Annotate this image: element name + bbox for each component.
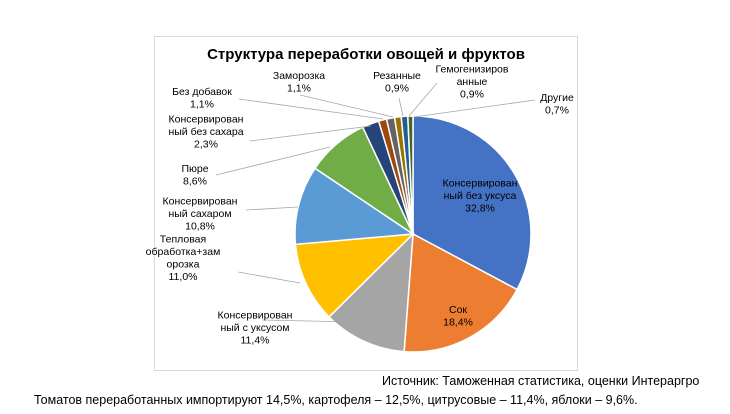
slice-value-label: 18,4% [443,316,473,328]
leader-line [299,94,394,118]
leader-line [237,271,301,284]
slice-label: Без добавок 1,1% [172,86,232,111]
slice-value-label: 0,7% [545,104,569,116]
leader-line [249,125,372,142]
slice-name-label: анные [457,76,488,88]
slice-value-label: 32,8% [465,203,495,215]
leader-lines [215,82,536,323]
slice-name-label: обработка+зам [146,246,221,258]
slice-name-label: Пюре [181,163,208,175]
slice-name-label: Без добавок [172,86,232,98]
slice-label: Резанные 0,9% [373,70,421,95]
slice-value-label: 11,4% [241,335,270,347]
slice-name-label: ный сахаром [168,208,231,220]
pie-slice [412,115,532,291]
leader-line [413,99,536,118]
slice-label: Другие 0,7% [540,92,574,117]
slice-label: Консервирован ный сахаром 10,8% [163,196,238,233]
slice-name-label: ный без сахара [168,126,243,138]
leader-line [408,82,438,117]
slice-name-label: Консервирован [218,310,293,322]
slice-label: Гемогенизиров анные 0,9% [436,64,509,101]
slice-value-label: 1,1% [190,98,214,110]
slice-label: Сок 18,4% [443,304,473,329]
slice-name-label: Заморозка [273,70,325,82]
chart-title: Структура переработки овощей и фруктов [207,46,525,63]
slice-label: Тепловая обработка+зам орозка 11,0% [146,233,221,282]
leader-line [261,319,358,323]
slice-name-label: Консервирован [443,178,518,190]
slice-value-label: 1,1% [287,82,311,94]
slice-name-label: орозка [167,258,200,270]
pie-slice [294,233,416,318]
slice-name-label: Консервирован [169,114,244,126]
slice-value-label: 10,8% [185,221,215,233]
slice-value-label: 8,6% [183,175,207,187]
slice-name-label: Консервирован [163,196,238,208]
slice-value-label: 0,9% [385,82,409,94]
slice-name-label: ный без уксуса [444,190,517,202]
slice-name-label: Другие [540,92,574,104]
slice-value-label: 0,9% [460,89,484,101]
slice-labels: Консервирован ный без уксуса 32,8%Сок 18,4%… [146,64,574,347]
pie-slices [294,115,532,353]
leader-line [215,146,331,176]
slice-label: Заморозка 1,1% [273,70,325,95]
slice-label: Консервирован ный без уксуса 32,8% [443,178,518,215]
slice-name-label: Резанные [373,70,421,82]
leader-line [245,206,299,211]
slice-label: Консервирован ный без сахара 2,3% [168,114,243,151]
slice-name-label: Тепловая [160,233,206,245]
pie-slice [407,115,414,235]
slice-name-label: ный с уксусом [220,322,289,334]
slice-name-label: Сок [449,304,467,316]
slice-value-label: 11,0% [169,271,198,283]
slice-label: Пюре 8,6% [181,163,208,188]
slice-value-label: 2,3% [194,139,218,151]
footnote: Томатов переработанных импортируют 14,5%… [34,393,638,407]
slice-label: Консервирован ный с уксусом 11,4% [218,310,293,347]
leader-line [398,97,404,117]
leader-line [238,98,384,120]
slice-name-label: Гемогенизиров [436,64,509,76]
pie-slice [294,167,416,246]
pie-slice [403,232,519,353]
source-note: Источник: Таможенная статистика, оценки … [382,374,700,388]
